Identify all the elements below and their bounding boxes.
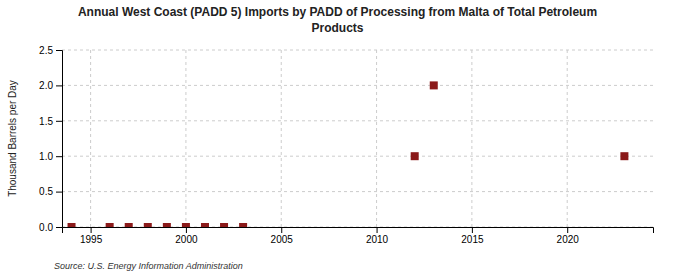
point xyxy=(430,81,438,89)
x-tick-mark xyxy=(567,227,568,233)
x-tick: 1995 xyxy=(80,227,103,245)
y-axis: 0.0 0.5 1.0 1.5 2.0 2.5 xyxy=(39,45,62,233)
y-tick: 2.0 xyxy=(39,80,62,91)
y-tick-label: 0.0 xyxy=(39,222,53,233)
point xyxy=(411,152,419,160)
x-tick: 2020 xyxy=(557,227,580,245)
y-axis-line xyxy=(56,51,63,228)
y-grid-line xyxy=(62,156,653,157)
plot: 1995 2000 2005 2010 2015 2020 0.0 0.5 1.0 1.5 2.0 2… xyxy=(39,45,653,245)
chart: 1995 2000 2005 2010 2015 2020 0.0 0.5 1.0 1.5 2.0 2… xyxy=(0,0,675,275)
x-tick-label: 2000 xyxy=(175,234,198,245)
point xyxy=(144,223,152,227)
x-grid-line xyxy=(567,50,568,227)
x-tick: 2010 xyxy=(366,227,389,245)
x-tick-mark xyxy=(91,227,92,233)
y-tick-mark xyxy=(56,85,62,86)
x-tick-label: 2015 xyxy=(461,234,484,245)
y-tick: 2.5 xyxy=(39,45,62,56)
x-tick: 2005 xyxy=(271,227,294,245)
x-axis-line xyxy=(63,228,654,234)
y-tick-mark xyxy=(56,156,62,157)
y-tick-label: 2.0 xyxy=(39,80,53,91)
point xyxy=(125,223,133,227)
x-grid-line xyxy=(471,50,472,227)
x-axis: 1995 2000 2005 2010 2015 2020 xyxy=(63,227,654,245)
y-tick-label: 0.5 xyxy=(39,186,53,197)
title: Annual West Coast (PADD 5) Imports by PA… xyxy=(78,5,597,35)
title-line: Products xyxy=(311,21,363,35)
y-tick-label: 1.5 xyxy=(39,116,53,127)
y-tick: 0.5 xyxy=(39,186,62,197)
y-tick-mark xyxy=(56,227,62,228)
x-grid-line xyxy=(281,50,282,227)
y-tick-mark xyxy=(56,121,62,122)
x-tick: 2000 xyxy=(175,227,198,245)
source-note: Source: U.S. Energy Information Administ… xyxy=(54,261,243,271)
x-grid-line xyxy=(90,50,91,227)
point xyxy=(620,152,628,160)
x-tick-label: 2010 xyxy=(366,234,389,245)
x-tick-label: 2005 xyxy=(271,234,294,245)
point xyxy=(201,223,209,227)
x-tick-mark xyxy=(472,227,473,233)
x-tick-mark xyxy=(377,227,378,233)
x-tick-label: 1995 xyxy=(80,234,103,245)
y-tick: 1.0 xyxy=(39,151,62,162)
point xyxy=(163,223,171,227)
y-tick-mark xyxy=(56,192,62,193)
title-line: Annual West Coast (PADD 5) Imports by PA… xyxy=(78,5,597,19)
y-grid-line xyxy=(62,191,653,192)
points xyxy=(68,81,629,227)
x-tick-mark xyxy=(186,227,187,233)
y-tick-mark xyxy=(56,50,62,51)
point xyxy=(182,223,190,227)
y-tick: 0.0 xyxy=(39,222,62,233)
point xyxy=(106,223,114,227)
point xyxy=(239,223,247,227)
point xyxy=(220,223,228,227)
grid xyxy=(62,50,653,227)
y-grid-line xyxy=(62,120,653,121)
y-grid-line xyxy=(62,85,653,86)
x-grid-line xyxy=(376,50,377,227)
x-tick: 2015 xyxy=(461,227,484,245)
x-grid-line xyxy=(185,50,186,227)
point xyxy=(68,223,76,227)
x-tick-mark xyxy=(281,227,282,233)
y-grid-line xyxy=(62,50,653,51)
y-tick: 1.5 xyxy=(39,116,62,127)
y-axis-title: Thousand Barrels per Day xyxy=(7,80,18,197)
y-tick-label: 2.5 xyxy=(39,45,53,56)
x-tick-label: 2020 xyxy=(557,234,580,245)
y-tick-label: 1.0 xyxy=(39,151,53,162)
